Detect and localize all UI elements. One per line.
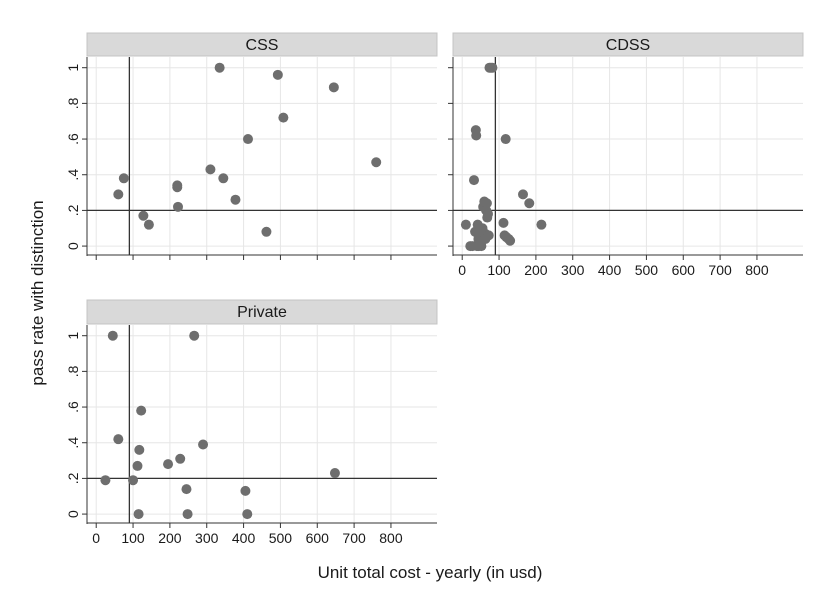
data-point [481, 198, 492, 209]
data-point [487, 62, 498, 73]
data-point [172, 182, 183, 193]
y-tick-label: 1 [65, 64, 81, 72]
panel-private: Private 0 100 200 300 400 500 600 700 800 0 .2 .4 .6.… [65, 299, 438, 546]
panel-title: CDSS [606, 37, 650, 54]
x-tick-label: 400 [232, 530, 256, 546]
data-point [113, 434, 124, 445]
x-tick-label: 500 [269, 530, 293, 546]
data-point [278, 112, 289, 123]
data-point [505, 235, 516, 246]
x-tick-label: 600 [306, 530, 330, 546]
data-point [173, 201, 183, 212]
y-tick-label: .4 [65, 437, 81, 449]
data-point [242, 509, 253, 520]
data-point [272, 69, 283, 80]
x-tick-label: 800 [379, 530, 403, 546]
panel-strip [452, 32, 804, 57]
x-tick-label: 300 [561, 262, 585, 278]
y-tick-label: 0 [65, 242, 81, 250]
panel-title: Private [237, 304, 287, 321]
data-point [536, 219, 547, 230]
y-axis-title: pass rate with distinction [28, 200, 47, 385]
x-tick-label: 0 [458, 262, 466, 278]
data-point [143, 219, 154, 230]
data-point [181, 484, 192, 495]
data-point [483, 230, 494, 241]
data-point [518, 189, 528, 200]
data-point [214, 62, 225, 73]
x-tick-label: 100 [121, 530, 145, 546]
data-point [128, 475, 139, 486]
data-point [469, 175, 479, 186]
data-point [498, 217, 509, 228]
data-point [118, 173, 129, 184]
y-tick-label: .4 [65, 169, 81, 181]
data-point [261, 226, 272, 237]
x-tick-label: 200 [158, 530, 182, 546]
panel-css: CSS 0 .2 .4 .6 .8 1 [65, 32, 438, 260]
y-tick-label: .6 [65, 133, 81, 145]
data-point [218, 173, 229, 184]
data-point [175, 453, 186, 464]
panel-strip [86, 299, 438, 325]
x-tick-label: 800 [745, 262, 769, 278]
data-point [136, 405, 147, 416]
data-point [500, 134, 511, 145]
x-axis-title: Unit total cost - yearly (in usd) [318, 563, 543, 582]
data-point [182, 509, 193, 520]
data-point [240, 485, 251, 496]
y-tick-label: 1 [65, 332, 81, 340]
data-point [132, 460, 143, 471]
data-point [134, 444, 145, 455]
x-tick-label: 500 [635, 262, 659, 278]
data-point [371, 157, 382, 168]
x-tick-label: 300 [195, 530, 219, 546]
y-tick-label: .8 [65, 97, 81, 109]
data-point [133, 509, 144, 520]
data-point [100, 475, 111, 486]
data-point [189, 330, 200, 341]
data-point [471, 130, 482, 141]
data-point [205, 164, 216, 175]
y-tick-label: 0 [65, 510, 81, 518]
panel-cdss: CDSS 0 100 200 300 400 500 600 700 800 [448, 32, 804, 278]
x-tick-label: 700 [342, 530, 366, 546]
data-point [243, 134, 253, 145]
data-point [107, 330, 118, 341]
data-point [163, 459, 174, 470]
y-tick-label: .8 [65, 365, 81, 377]
data-point [198, 439, 209, 450]
x-tick-label: 200 [524, 262, 548, 278]
y-tick-label: .2 [65, 204, 81, 216]
data-point [230, 194, 241, 205]
x-tick-label: 600 [672, 262, 696, 278]
panel-title: CSS [246, 37, 279, 54]
data-point [113, 189, 124, 200]
x-tick-label: 700 [708, 262, 732, 278]
x-tick-label: 400 [598, 262, 622, 278]
data-point [328, 82, 339, 93]
data-point [138, 210, 149, 221]
data-point [329, 468, 340, 479]
data-point [524, 198, 535, 209]
x-tick-label: 100 [487, 262, 511, 278]
x-tick-label: 0 [92, 530, 100, 546]
y-tick-label: .6 [65, 401, 81, 413]
data-point [483, 208, 493, 219]
panel-strip [86, 32, 438, 57]
data-point [460, 219, 471, 230]
y-tick-label: .2 [65, 472, 81, 484]
